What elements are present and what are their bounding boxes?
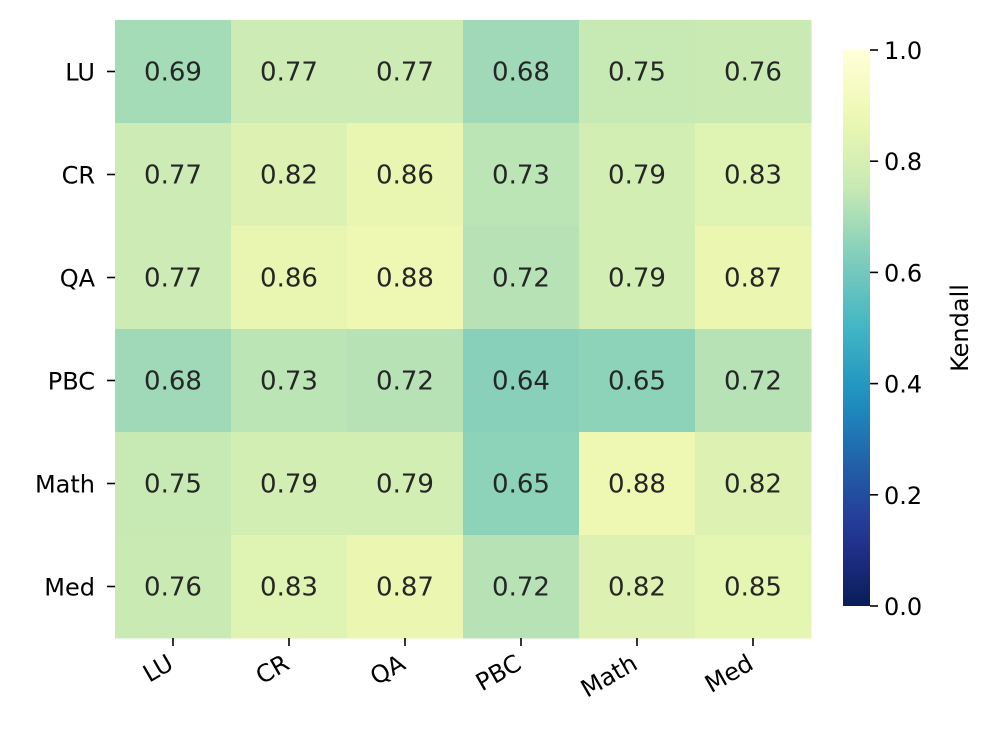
cell-value-0-1: 0.77 — [260, 58, 318, 88]
cell-value-3-1: 0.73 — [260, 367, 318, 397]
heatmap-cell-1-1 — [231, 123, 348, 227]
cell-value-3-2: 0.72 — [376, 367, 434, 397]
heatmap-cell-0-3 — [463, 20, 580, 124]
cell-value-4-2: 0.79 — [376, 470, 434, 500]
x-tick-label-1: CR — [251, 649, 294, 690]
cell-value-4-0: 0.75 — [144, 470, 202, 500]
colorbar-tick-label-0: 0.0 — [884, 593, 922, 621]
cell-value-4-1: 0.79 — [260, 470, 318, 500]
heatmap-cell-5-0 — [115, 535, 232, 639]
cell-value-3-3: 0.64 — [492, 367, 550, 397]
cell-value-1-5: 0.83 — [724, 161, 782, 191]
heatmap-cell-5-3 — [463, 535, 580, 639]
cell-value-2-0: 0.77 — [144, 264, 202, 294]
cell-value-5-4: 0.82 — [608, 573, 666, 603]
heatmap-cell-4-1 — [231, 432, 348, 536]
heatmap-cell-5-4 — [579, 535, 696, 639]
cell-value-0-5: 0.76 — [724, 58, 782, 88]
x-tick-label-2: QA — [365, 649, 410, 691]
heatmap-cell-2-4 — [579, 226, 696, 330]
cell-value-0-0: 0.69 — [144, 58, 202, 88]
cell-value-3-0: 0.68 — [144, 367, 202, 397]
heatmap-cell-3-3 — [463, 329, 580, 433]
heatmap-cell-2-3 — [463, 226, 580, 330]
cell-value-4-5: 0.82 — [724, 470, 782, 500]
heatmap-cells — [115, 20, 812, 639]
heatmap-cell-0-2 — [347, 20, 464, 124]
colorbar-tick-label-1: 0.2 — [884, 482, 922, 510]
cell-value-1-4: 0.79 — [608, 161, 666, 191]
colorbar-tick-label-3: 0.6 — [884, 259, 922, 287]
cell-value-3-4: 0.65 — [608, 367, 666, 397]
heatmap-cell-2-5 — [695, 226, 812, 330]
y-axis: LU CR QA PBC Math Med — [35, 59, 115, 602]
cell-value-2-3: 0.72 — [492, 264, 550, 294]
colorbar: 0.0 0.2 0.4 0.6 0.8 1.0 Kendall — [843, 37, 974, 621]
colorbar-gradient — [843, 50, 870, 606]
heatmap-cell-4-3 — [463, 432, 580, 536]
y-tick-label-4: Math — [35, 471, 95, 499]
cell-value-2-2: 0.88 — [376, 264, 434, 294]
y-tick-label-3: PBC — [48, 368, 95, 396]
heatmap-cell-0-5 — [695, 20, 812, 124]
heatmap-cell-3-2 — [347, 329, 464, 433]
y-tick-label-1: CR — [62, 162, 95, 190]
cell-value-0-2: 0.77 — [376, 58, 434, 88]
cell-value-2-5: 0.87 — [724, 264, 782, 294]
cell-value-2-4: 0.79 — [608, 264, 666, 294]
heatmap-cell-1-0 — [115, 123, 232, 227]
cell-value-0-4: 0.75 — [608, 58, 666, 88]
y-tick-label-2: QA — [60, 265, 96, 293]
x-tick-label-4: Math — [576, 649, 642, 703]
cell-value-2-1: 0.86 — [260, 264, 318, 294]
cell-value-5-3: 0.72 — [492, 573, 550, 603]
heatmap-cell-1-5 — [695, 123, 812, 227]
cell-value-5-5: 0.85 — [724, 573, 782, 603]
heatmap-cell-3-0 — [115, 329, 232, 433]
x-tick-label-3: PBC — [471, 649, 526, 697]
heatmap-cell-5-2 — [347, 535, 464, 639]
heatmap-cell-4-0 — [115, 432, 232, 536]
heatmap-cell-0-1 — [231, 20, 348, 124]
y-tick-label-0: LU — [65, 59, 95, 87]
heatmap-cell-1-4 — [579, 123, 696, 227]
heatmap-cell-5-1 — [231, 535, 348, 639]
heatmap-cell-4-2 — [347, 432, 464, 536]
heatmap-cell-0-0 — [115, 20, 232, 124]
cell-value-5-1: 0.83 — [260, 573, 318, 603]
cell-value-1-2: 0.86 — [376, 161, 434, 191]
heatmap-cell-2-1 — [231, 226, 348, 330]
cell-value-5-0: 0.76 — [144, 573, 202, 603]
colorbar-ticks: 0.0 0.2 0.4 0.6 0.8 1.0 — [870, 37, 922, 621]
colorbar-label: Kendall — [946, 284, 974, 372]
cell-value-4-3: 0.65 — [492, 470, 550, 500]
colorbar-tick-label-2: 0.4 — [884, 371, 922, 399]
y-tick-label-5: Med — [44, 574, 95, 602]
heatmap-cell-3-4 — [579, 329, 696, 433]
heatmap-cell-4-5 — [695, 432, 812, 536]
heatmap-cell-labels: 0.69 0.77 0.77 0.68 0.75 0.76 0.77 0.82 0.86 0.73… — [144, 58, 782, 603]
cell-value-5-2: 0.87 — [376, 573, 434, 603]
heatmap-cell-1-2 — [347, 123, 464, 227]
cell-value-0-3: 0.68 — [492, 58, 550, 88]
x-axis: LU CR QA PBC Math Med — [138, 638, 758, 703]
cell-value-3-5: 0.72 — [724, 367, 782, 397]
colorbar-tick-label-5: 1.0 — [884, 37, 922, 65]
heatmap-cell-2-0 — [115, 226, 232, 330]
cell-value-1-0: 0.77 — [144, 161, 202, 191]
heatmap-cell-1-3 — [463, 123, 580, 227]
heatmap-cell-4-4 — [579, 432, 696, 536]
heatmap-cell-3-5 — [695, 329, 812, 433]
x-tick-label-5: Med — [700, 649, 758, 699]
colorbar-tick-label-4: 0.8 — [884, 148, 922, 176]
cell-value-1-3: 0.73 — [492, 161, 550, 191]
heatmap-cell-5-5 — [695, 535, 812, 639]
heatmap-cell-0-4 — [579, 20, 696, 124]
heatmap-cell-2-2 — [347, 226, 464, 330]
heatmap-cell-3-1 — [231, 329, 348, 433]
x-tick-label-0: LU — [138, 649, 178, 688]
cell-value-1-1: 0.82 — [260, 161, 318, 191]
cell-value-4-4: 0.88 — [608, 470, 666, 500]
